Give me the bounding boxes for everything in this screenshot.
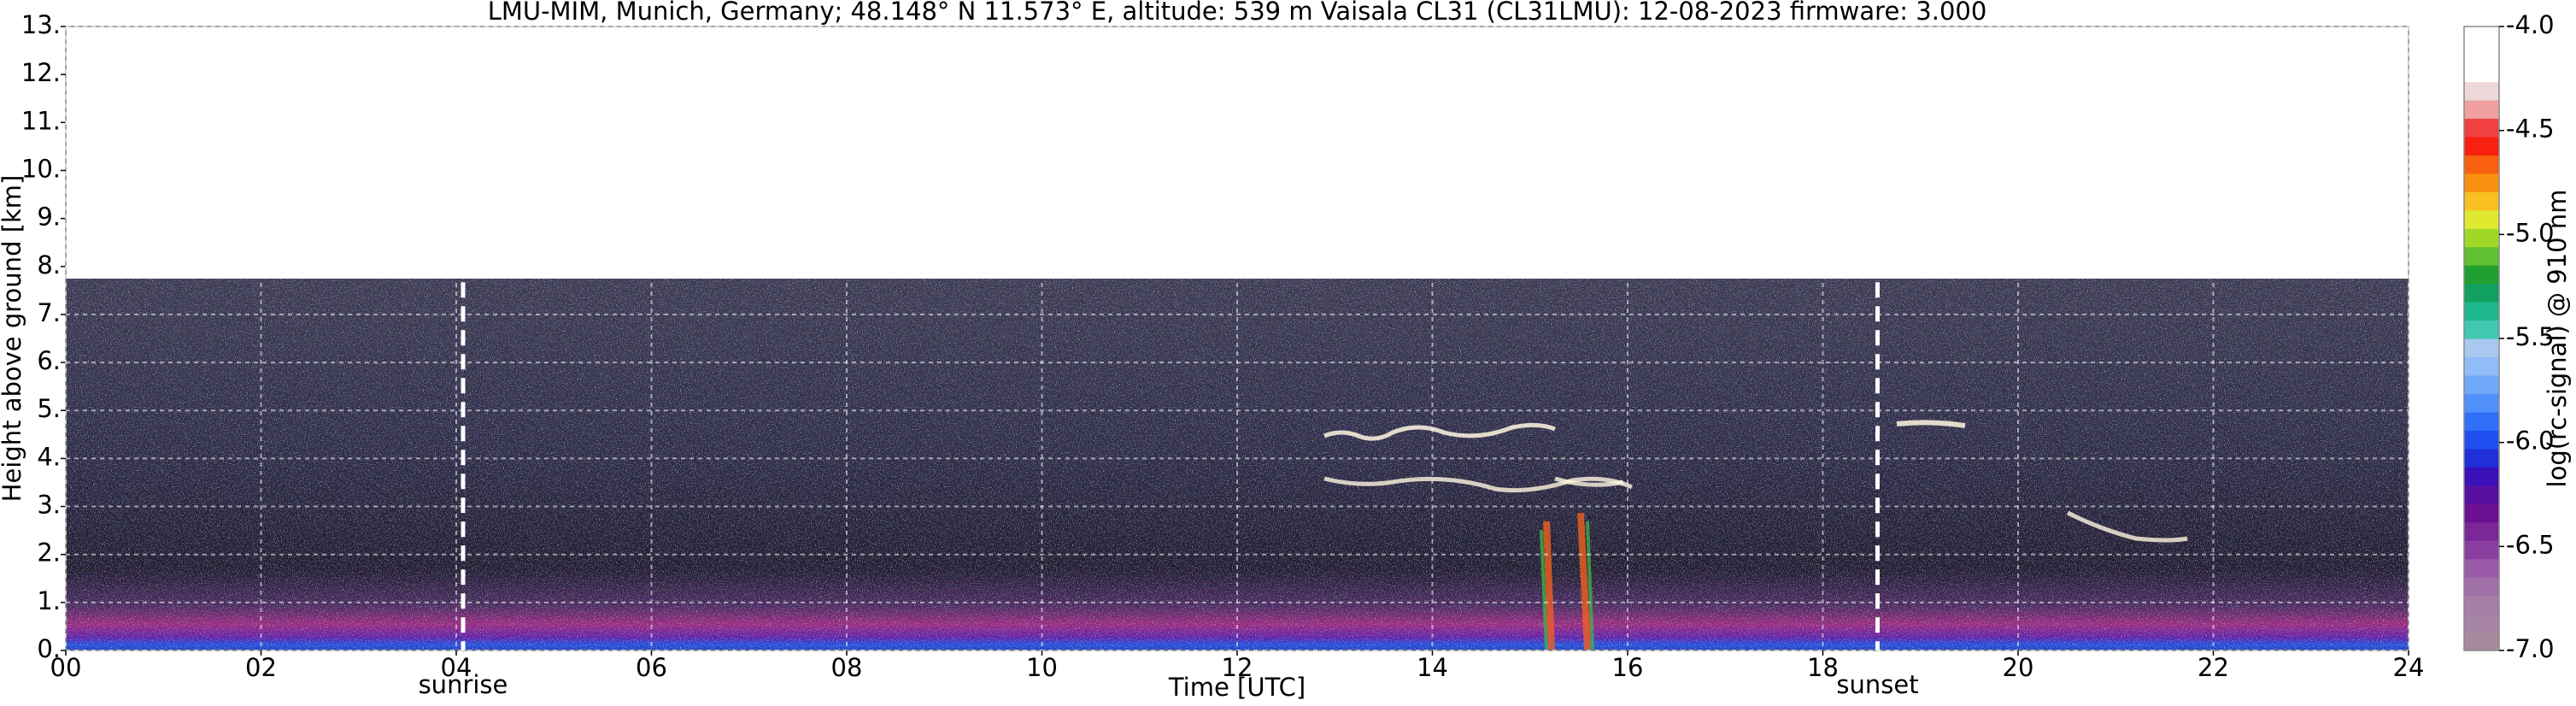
colorbar-band	[2464, 374, 2499, 395]
colorbar-band	[2464, 393, 2499, 413]
x-tick-label: 18	[1807, 653, 1839, 682]
colorbar-band	[2464, 356, 2499, 376]
colorbar-band	[2464, 448, 2499, 468]
colorbar-band	[2464, 467, 2499, 486]
colorbar-band	[2464, 338, 2499, 358]
colorbar-band	[2464, 62, 2499, 83]
x-tick-label: 06	[636, 653, 667, 682]
colorbar-band	[2464, 26, 2499, 46]
colorbar-band	[2464, 632, 2499, 651]
colorbar-band	[2464, 485, 2499, 504]
y-tick-label: 7.	[37, 298, 61, 327]
colorbar-band	[2464, 302, 2499, 321]
y-axis-label: Height above ground [km]	[0, 175, 26, 503]
x-tick-label: 12	[1222, 653, 1253, 682]
x-tick-label: 14	[1417, 653, 1448, 682]
y-tick-label: 11.	[21, 106, 61, 135]
y-tick-label: 12.	[21, 58, 61, 87]
colorbar-band	[2464, 155, 2499, 174]
x-tick-label: 24	[2393, 653, 2425, 682]
colorbar-label: log(rc-signal) @ 910 nm	[2543, 190, 2572, 488]
y-tick-label: 5.	[37, 394, 61, 423]
x-tick-label: 00	[50, 653, 82, 682]
colorbar-band	[2464, 246, 2499, 266]
colorbar-band	[2464, 577, 2499, 597]
y-tick-label: 0.	[37, 634, 61, 663]
y-tick-label: 3.	[37, 491, 61, 520]
colorbar-band	[2464, 503, 2499, 523]
x-axis-label: Time [UTC]	[1168, 673, 1306, 702]
colorbar-tick-label: -7.0	[2506, 634, 2555, 663]
colorbar-band	[2464, 430, 2499, 450]
colorbar-tick-label: -5.0	[2506, 218, 2555, 247]
colorbar-band	[2464, 521, 2499, 541]
x-tick-label: 10	[1026, 653, 1058, 682]
y-tick-label: 1.	[37, 586, 61, 615]
x-tick-label: 02	[245, 653, 277, 682]
colorbar-band	[2464, 173, 2499, 192]
y-tick-label: 9.	[37, 203, 61, 232]
x-tick-label: 20	[2003, 653, 2034, 682]
colorbar-tick-label: -6.5	[2506, 530, 2555, 559]
y-tick-label: 8.	[37, 250, 61, 279]
colorbar-tick-label: -5.5	[2506, 322, 2555, 351]
colorbar-tick-label: -4.0	[2506, 10, 2555, 39]
colorbar-band	[2464, 265, 2499, 285]
x-tick-label: 04	[441, 653, 472, 682]
chart-title: LMU-MIM, Munich, Germany; 48.148° N 11.5…	[488, 0, 1987, 26]
y-tick-label: 4.	[37, 442, 61, 471]
colorbar-band	[2464, 283, 2499, 303]
x-tick-label: 22	[2198, 653, 2229, 682]
colorbar-band	[2464, 209, 2499, 229]
colorbar-band	[2464, 136, 2499, 156]
colorbar-band	[2464, 191, 2499, 211]
colorbar-band	[2464, 118, 2499, 138]
colorbar-band	[2464, 558, 2499, 578]
annotation-label: sunrise	[419, 670, 508, 699]
colorbar	[2464, 26, 2499, 651]
y-tick-label: 10.	[21, 154, 61, 183]
x-tick-label: 16	[1612, 653, 1644, 682]
colorbar-tick-label: -4.5	[2506, 115, 2555, 144]
annotation-label: sunset	[1836, 670, 1918, 699]
colorbar-band	[2464, 228, 2499, 248]
colorbar-band	[2464, 320, 2499, 339]
colorbar-band	[2464, 99, 2499, 119]
colorbar-band	[2464, 44, 2499, 64]
y-tick-label: 6.	[37, 346, 61, 375]
y-tick-label: 13.	[21, 10, 61, 39]
colorbar-band	[2464, 614, 2499, 633]
x-tick-label: 08	[831, 653, 863, 682]
colorbar-band	[2464, 411, 2499, 431]
colorbar-tick-label: -6.0	[2506, 427, 2555, 456]
colorbar-band	[2464, 81, 2499, 101]
colorbar-band	[2464, 595, 2499, 615]
y-tick-label: 2.	[37, 538, 61, 568]
colorbar-band	[2464, 540, 2499, 560]
